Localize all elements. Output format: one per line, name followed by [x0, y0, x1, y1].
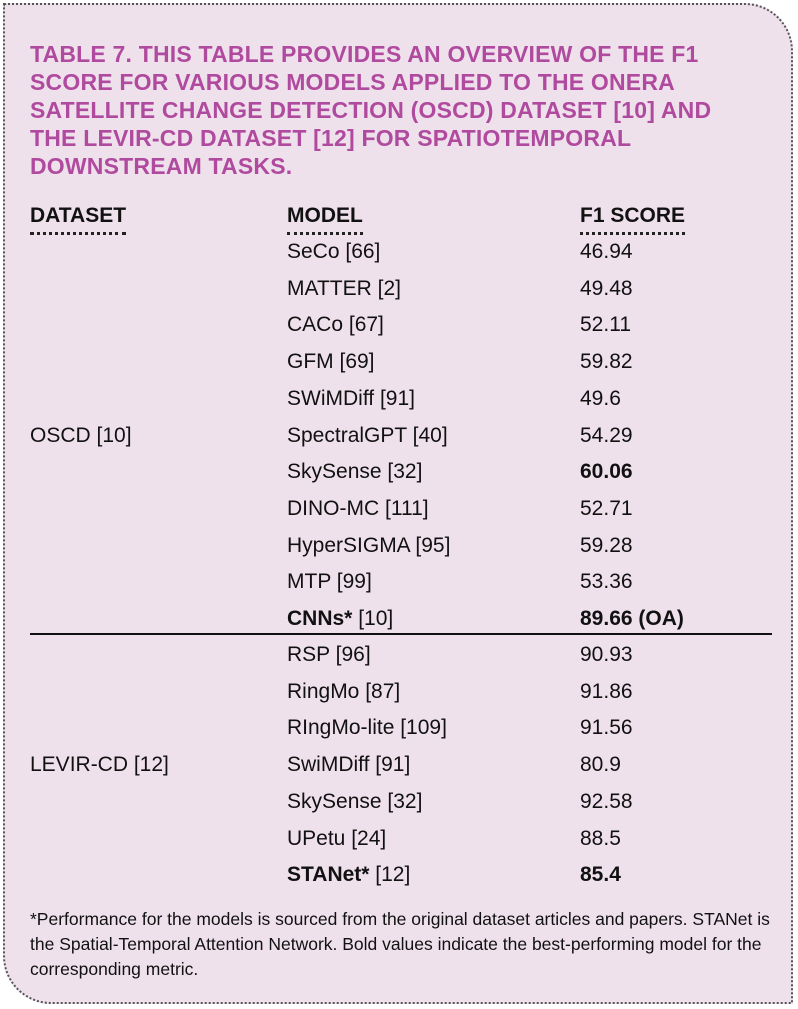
- dataset-cell: LEVIR-CD [12]: [30, 753, 169, 777]
- model-name: SwiMDiff: [287, 753, 370, 777]
- model-cell: RingMo [87]: [287, 680, 400, 704]
- f1-score-cell: 59.82: [580, 350, 633, 374]
- model-cell: SeCo [66]: [287, 240, 380, 264]
- model-reference: [69]: [333, 350, 375, 374]
- table-row: UPetu [24] 88.5: [0, 827, 798, 863]
- f1-score-cell: 88.5: [580, 826, 621, 850]
- model-cell: HyperSIGMA [95]: [287, 534, 450, 558]
- model-reference: [91]: [369, 753, 411, 777]
- model-cell: SpectralGPT [40]: [287, 424, 448, 448]
- model-name: STANet*: [287, 863, 370, 887]
- f1-score-cell: 52.71: [580, 496, 633, 520]
- table-row: RSP [96] 90.93: [0, 643, 798, 679]
- model-reference: [32]: [381, 789, 423, 813]
- model-name: CACo: [287, 313, 344, 337]
- model-cell: CNNs* [10]: [287, 607, 393, 631]
- model-reference: [10]: [352, 607, 394, 630]
- model-reference: [66]: [339, 240, 381, 263]
- model-name: SkySense: [287, 789, 382, 813]
- model-name: SkySense: [287, 460, 382, 484]
- model-cell: RIngMo-lite [109]: [287, 716, 447, 740]
- table-row: MTP [99] 53.36: [0, 570, 798, 606]
- f1-score-cell: 91.86: [580, 679, 633, 703]
- model-cell: SkySense [32]: [287, 460, 422, 484]
- f1-score-cell: 60.06: [580, 460, 633, 484]
- model-cell: RSP [96]: [287, 643, 371, 667]
- model-name: RingMo: [287, 679, 360, 703]
- model-name: SeCo: [287, 240, 340, 263]
- f1-score-cell: 46.94: [580, 240, 633, 263]
- header-model: MODEL: [287, 204, 363, 235]
- model-name: SpectralGPT: [287, 423, 407, 447]
- table-row: CNNs* [10] 89.66 (OA): [0, 607, 798, 643]
- f1-score-cell: 90.93: [580, 643, 633, 666]
- model-name: SWiMDiff: [287, 386, 375, 410]
- table-row: SkySense [32] 92.58: [0, 790, 798, 826]
- model-reference: [32]: [381, 460, 423, 484]
- model-cell: SWiMDiff [91]: [287, 387, 415, 411]
- model-name: RIngMo-lite: [287, 716, 395, 740]
- table-panel: [3, 3, 793, 1004]
- model-reference: [24]: [345, 826, 387, 850]
- table-footnote: *Performance for the models is sourced f…: [30, 909, 770, 979]
- table-row: MATTER [2] 49.48: [0, 277, 798, 313]
- f1-score-cell: 49.48: [580, 276, 633, 300]
- model-cell: UPetu [24]: [287, 827, 386, 851]
- model-cell: SwiMDiff [91]: [287, 753, 410, 777]
- table-row: STANet* [12] 85.4: [0, 863, 798, 899]
- f1-score-cell: 59.28: [580, 533, 633, 557]
- dataset-cell: OSCD [10]: [30, 423, 132, 447]
- f1-score-cell: 80.9: [580, 753, 621, 777]
- model-cell: MATTER [2]: [287, 277, 401, 301]
- model-name: RSP: [287, 643, 330, 666]
- table-row: SkySense [32] 60.06: [0, 460, 798, 496]
- model-reference: [99]: [330, 570, 372, 594]
- model-reference: [96]: [329, 643, 371, 666]
- model-name: DINO-MC: [287, 496, 380, 520]
- model-reference: [109]: [394, 716, 447, 740]
- f1-score-cell: 53.36: [580, 570, 633, 594]
- model-name: UPetu: [287, 826, 346, 850]
- table-row: SWiMDiff [91] 49.6: [0, 387, 798, 423]
- model-name: CNNs*: [287, 607, 353, 630]
- f1-score-cell: 91.56: [580, 716, 633, 740]
- table-row: OSCD [10] SpectralGPT [40] 54.29: [0, 424, 798, 460]
- header-dataset: DATASET: [30, 204, 127, 235]
- f1-score-cell: 92.58: [580, 789, 633, 813]
- model-reference: [2]: [371, 276, 401, 300]
- model-reference: [12]: [369, 863, 411, 887]
- model-reference: [111]: [379, 496, 429, 520]
- table-row: LEVIR-CD [12] SwiMDiff [91] 80.9: [0, 753, 798, 789]
- table-row: RIngMo-lite [109] 91.56: [0, 716, 798, 752]
- group-divider: [30, 633, 772, 635]
- f1-score-cell: 52.11: [580, 313, 631, 337]
- model-cell: MTP [99]: [287, 570, 372, 594]
- f1-score-cell: 49.6: [580, 386, 621, 410]
- table-row: SeCo [66] 46.94: [0, 240, 798, 276]
- model-reference: [67]: [343, 313, 384, 337]
- f1-score-cell: 54.29: [580, 423, 633, 447]
- table-row: CACo [67] 52.11: [0, 313, 798, 349]
- model-reference: [95]: [409, 533, 451, 557]
- table-row: RingMo [87] 91.86: [0, 680, 798, 716]
- f1-score-cell: 89.66 (OA): [580, 607, 684, 630]
- header-f1-score: F1 SCORE: [580, 204, 686, 235]
- model-name: MTP: [287, 570, 331, 594]
- model-name: GFM: [287, 350, 334, 374]
- table-row: GFM [69] 59.82: [0, 350, 798, 386]
- model-cell: GFM [69]: [287, 350, 375, 374]
- table-row: HyperSIGMA [95] 59.28: [0, 534, 798, 570]
- model-cell: CACo [67]: [287, 313, 384, 337]
- model-cell: SkySense [32]: [287, 790, 422, 814]
- model-cell: DINO-MC [111]: [287, 497, 429, 521]
- model-name: HyperSIGMA: [287, 533, 410, 557]
- model-name: MATTER: [287, 276, 372, 300]
- f1-score-cell: 85.4: [580, 863, 621, 887]
- model-reference: [91]: [374, 386, 415, 410]
- model-reference: [40]: [406, 423, 448, 447]
- model-cell: STANet* [12]: [287, 863, 410, 887]
- table-caption: TABLE 7. THIS TABLE PROVIDES AN OVERVIEW…: [30, 41, 712, 179]
- model-reference: [87]: [359, 679, 401, 703]
- table-row: DINO-MC [111] 52.71: [0, 497, 798, 533]
